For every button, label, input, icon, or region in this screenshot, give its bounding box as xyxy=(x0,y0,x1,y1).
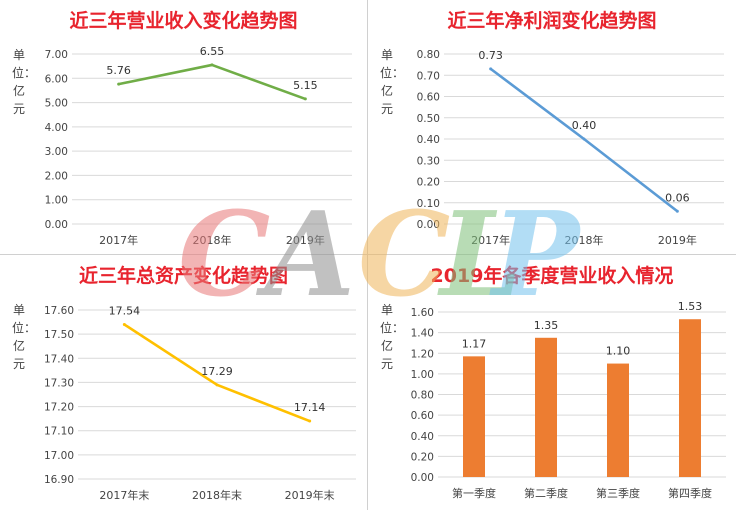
data-label: 6.55 xyxy=(200,45,225,58)
y-tick-label: 4.00 xyxy=(45,122,68,134)
y-tick-label: 1.40 xyxy=(411,328,434,340)
y-tick-label: 17.50 xyxy=(44,329,74,341)
quarterly-revenue-panel: 2019年各季度营业收入情况 单位：亿元 0.00 0.20 0.40 0.60 0.8… xyxy=(368,255,736,510)
y-tick-label: 3.00 xyxy=(45,146,68,158)
y-tick-label: 0.60 xyxy=(417,92,440,104)
y-tick-label: 17.00 xyxy=(44,450,74,462)
data-label: 1.17 xyxy=(462,337,487,350)
x-tick-label: 2017年 xyxy=(471,233,510,247)
x-tick-label: 2018年 xyxy=(565,233,604,247)
y-tick-label: 17.20 xyxy=(44,402,74,414)
x-tick-label: 第二季度 xyxy=(524,486,568,500)
x-tick-label: 第四季度 xyxy=(668,486,712,500)
data-label: 0.06 xyxy=(665,191,690,204)
y-tick-label: 17.60 xyxy=(44,305,74,317)
y-tick-label: 0.30 xyxy=(417,155,440,167)
data-point xyxy=(117,82,121,86)
data-point xyxy=(308,419,312,423)
y-tick-label: 0.80 xyxy=(411,390,434,402)
x-tick-label: 2019年 xyxy=(286,233,325,247)
data-label: 5.76 xyxy=(106,64,131,77)
y-tick-label: 16.90 xyxy=(44,474,74,486)
revenue-line-chart: 0.00 1.00 2.00 3.00 4.00 5.00 6.00 7.00 2017年 201… xyxy=(45,45,352,247)
data-label: 1.10 xyxy=(606,345,631,358)
data-label: 17.14 xyxy=(294,401,326,414)
quarterly-revenue-bar-chart: 0.00 0.20 0.40 0.60 0.80 1.00 1.20 1.40 1.60 第一季度… xyxy=(411,300,726,500)
y-tick-label: 7.00 xyxy=(45,49,68,61)
data-point xyxy=(303,97,307,101)
y-tick-label: 0.70 xyxy=(417,70,440,82)
y-tick-label: 0.50 xyxy=(417,113,440,125)
data-point xyxy=(210,63,214,67)
chart-title: 2019年各季度营业收入情况 xyxy=(430,265,674,287)
y-tick-label: 1.00 xyxy=(411,369,434,381)
y-tick-label: 1.60 xyxy=(411,307,434,319)
x-tick-label: 2019年 xyxy=(658,233,697,247)
total-assets-line-chart: 16.90 17.00 17.10 17.20 17.30 17.40 17.50 17.60… xyxy=(44,304,356,502)
y-tick-label: 0.20 xyxy=(411,451,434,463)
data-point xyxy=(489,67,493,71)
x-tick-label: 第三季度 xyxy=(596,486,640,500)
chart-title: 近三年营业收入变化趋势图 xyxy=(69,10,298,32)
net-profit-line-chart: 0.00 0.10 0.20 0.30 0.40 0.50 0.60 0.70 0.80 2017… xyxy=(417,49,724,247)
data-point xyxy=(675,209,679,213)
y-tick-label: 0.40 xyxy=(411,431,434,443)
y-tick-label: 5.00 xyxy=(45,98,68,110)
data-label: 1.35 xyxy=(534,319,559,332)
x-tick-label: 2017年末 xyxy=(99,488,149,502)
revenue-trend-panel: 近三年营业收入变化趋势图 单位：亿元 0.00 1.00 2.00 3.00 4.00 5… xyxy=(0,0,368,255)
y-tick-label: 0.20 xyxy=(417,177,440,189)
y-tick-label: 1.20 xyxy=(411,348,434,360)
y-tick-label: 0.10 xyxy=(417,198,440,210)
x-tick-label: 2018年末 xyxy=(192,488,242,502)
data-label: 0.40 xyxy=(572,119,597,132)
bar xyxy=(607,363,629,477)
bar xyxy=(535,337,557,477)
y-tick-label: 17.10 xyxy=(44,426,74,438)
y-tick-label: 17.40 xyxy=(44,353,74,365)
y-tick-label: 0.40 xyxy=(417,134,440,146)
y-tick-label: 0.60 xyxy=(411,410,434,422)
data-label: 5.15 xyxy=(293,79,318,92)
data-label: 1.53 xyxy=(678,300,703,313)
bar xyxy=(679,319,701,477)
series-line xyxy=(118,63,306,101)
x-tick-label: 第一季度 xyxy=(452,486,496,500)
net-profit-trend-panel: 近三年净利润变化趋势图 单位：亿元 0.00 0.10 0.20 0.30 0.40 0.… xyxy=(368,0,736,255)
data-point xyxy=(215,383,219,387)
data-point xyxy=(582,137,586,141)
data-label: 17.29 xyxy=(201,365,233,378)
y-tick-label: 0.80 xyxy=(417,49,440,61)
x-tick-label: 2018年 xyxy=(193,233,232,247)
y-tick-label: 2.00 xyxy=(45,170,68,182)
y-tick-label: 6.00 xyxy=(45,73,68,85)
x-tick-label: 2019年末 xyxy=(285,488,335,502)
x-tick-label: 2017年 xyxy=(99,233,138,247)
y-tick-label: 17.30 xyxy=(44,377,74,389)
data-point xyxy=(122,322,126,326)
y-tick-label: 0.00 xyxy=(411,472,434,484)
chart-title: 近三年总资产变化趋势图 xyxy=(78,265,288,287)
y-tick-label: 0.00 xyxy=(417,219,440,231)
y-tick-label: 0.00 xyxy=(45,219,68,231)
bar xyxy=(463,356,485,477)
chart-title: 近三年净利润变化趋势图 xyxy=(447,10,657,32)
data-label: 0.73 xyxy=(478,49,503,62)
data-label: 17.54 xyxy=(109,304,141,317)
total-assets-trend-panel: 近三年总资产变化趋势图 单位：亿元 16.90 17.00 17.10 17.20 17… xyxy=(0,255,368,510)
y-tick-label: 1.00 xyxy=(45,195,68,207)
